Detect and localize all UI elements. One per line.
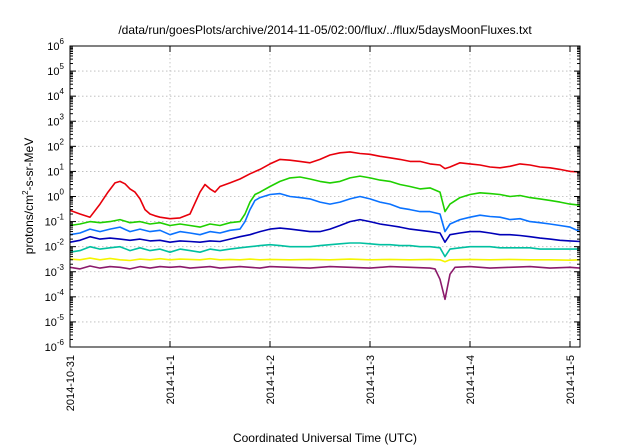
y-tick-label: 104: [47, 87, 64, 103]
y-tick-label: 101: [47, 162, 64, 178]
x-tick-label: 2014-11-3: [365, 355, 377, 404]
x-tick-label: 2014-10-31: [65, 355, 77, 411]
data-series: [69, 151, 581, 301]
series-line-1: [69, 151, 581, 220]
series-line-7: [69, 265, 581, 301]
y-tick-label: 106: [47, 37, 64, 53]
x-tick-label: 2014-11-4: [465, 355, 477, 404]
y-tick-label: 10-4: [45, 288, 65, 304]
y-tick-label: 100: [47, 188, 64, 204]
chart-title: /data/run/goesPlots/archive/2014-11-05/0…: [118, 23, 532, 37]
x-tick-labels: 2014-10-31 2014-11-1 2014-11-2 2014-11-3 201…: [65, 355, 577, 411]
y-tick-label: 10-1: [45, 213, 65, 229]
y-tick-label: 103: [47, 112, 64, 128]
grid-lines: [70, 46, 580, 347]
series-line-5: [69, 242, 580, 258]
x-tick-label: 2014-11-1: [165, 355, 177, 404]
y-tick-label: 10-6: [45, 338, 65, 354]
x-tick-label: 2014-11-5: [565, 355, 577, 404]
series-line-6: [69, 257, 581, 263]
y-tick-label: 105: [47, 62, 64, 78]
y-tick-labels: 10-6 10-5 10-4 10-3 10-2 10-1 100 101 102 103 104 1…: [45, 37, 65, 354]
y-axis-label: protons/cm2-s-sr-MeV: [21, 138, 36, 254]
series-line-2: [69, 175, 581, 228]
y-tick-label: 10-5: [45, 313, 65, 329]
y-tick-label: 102: [47, 137, 64, 153]
series-line-4: [69, 218, 581, 243]
series-line-3: [69, 192, 581, 236]
y-tick-label: 10-2: [45, 238, 65, 254]
x-tick-label: 2014-11-2: [265, 355, 277, 404]
x-axis-label: Coordinated Universal Time (UTC): [233, 431, 417, 445]
axis-ticks: [69, 45, 580, 348]
y-tick-label: 10-3: [45, 263, 65, 279]
